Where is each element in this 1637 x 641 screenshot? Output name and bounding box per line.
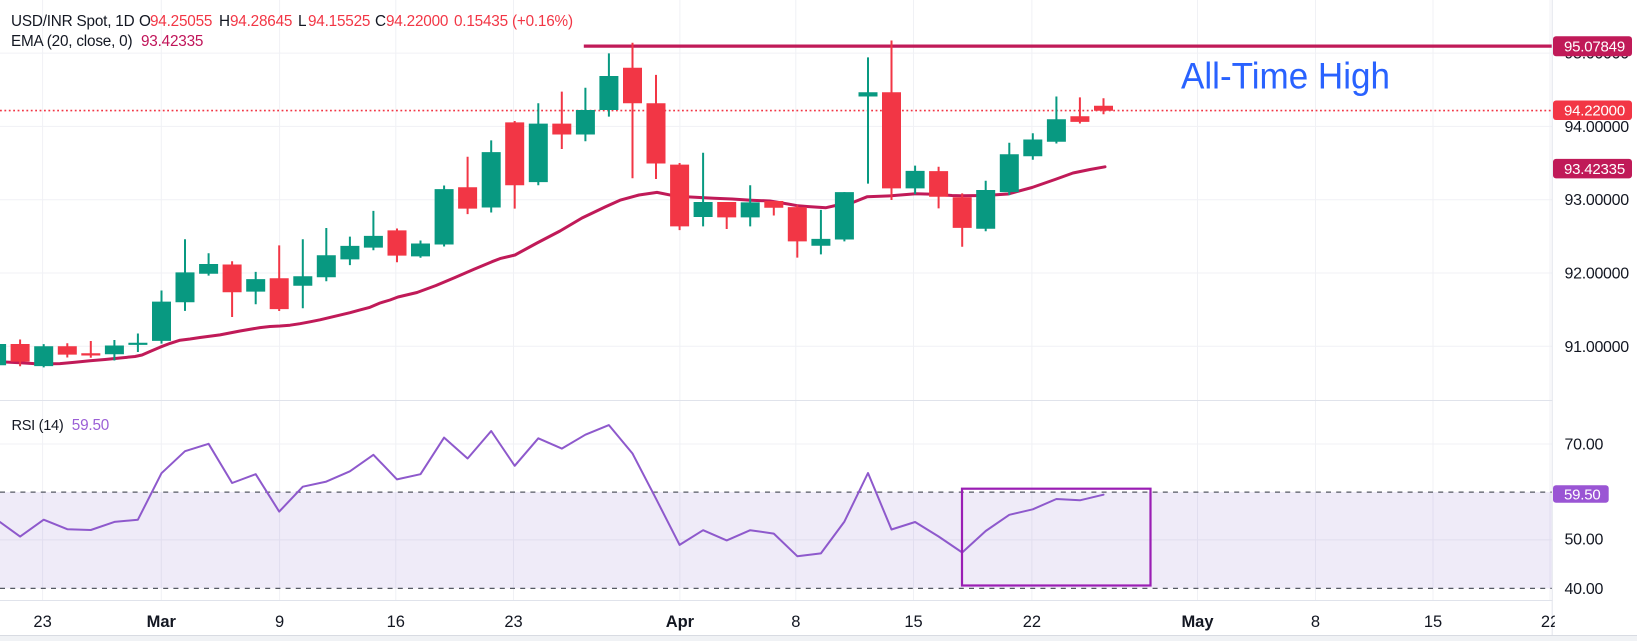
- svg-text:All-Time High: All-Time High: [1181, 55, 1390, 97]
- svg-text:L: L: [298, 13, 306, 30]
- svg-text:USD/INR Spot, 1D: USD/INR Spot, 1D: [11, 13, 135, 30]
- svg-text:23: 23: [504, 613, 522, 631]
- svg-text:70.00: 70.00: [1565, 437, 1604, 454]
- svg-text:8: 8: [791, 613, 800, 631]
- svg-text:91.00000: 91.00000: [1565, 339, 1630, 356]
- svg-text:59.50: 59.50: [72, 417, 109, 434]
- svg-text:94.22000: 94.22000: [386, 13, 448, 30]
- svg-text:C: C: [375, 13, 386, 30]
- svg-text:EMA (20, close, 0): EMA (20, close, 0): [11, 33, 132, 50]
- svg-text:9: 9: [275, 613, 284, 631]
- svg-text:50.00: 50.00: [1565, 532, 1604, 549]
- svg-text:22: 22: [1023, 613, 1041, 631]
- svg-text:94.15525: 94.15525: [308, 13, 370, 30]
- svg-text:93.00000: 93.00000: [1565, 192, 1630, 209]
- svg-text:93.42335: 93.42335: [1564, 161, 1625, 178]
- svg-text:15: 15: [904, 613, 922, 631]
- svg-text:95.07849: 95.07849: [1564, 39, 1625, 56]
- svg-text:23: 23: [33, 613, 51, 631]
- svg-text:Apr: Apr: [666, 613, 695, 631]
- svg-text:59.50: 59.50: [1564, 486, 1601, 503]
- svg-text:Mar: Mar: [147, 613, 177, 631]
- svg-text:0.15435 (+0.16%): 0.15435 (+0.16%): [454, 13, 573, 30]
- svg-text:92.00000: 92.00000: [1565, 266, 1630, 283]
- svg-text:22: 22: [1541, 613, 1559, 631]
- svg-text:15: 15: [1424, 613, 1442, 631]
- svg-text:May: May: [1181, 613, 1214, 631]
- svg-text:O: O: [139, 13, 151, 30]
- svg-text:8: 8: [1311, 613, 1320, 631]
- svg-text:RSI (14): RSI (14): [12, 418, 64, 434]
- svg-text:94.25055: 94.25055: [150, 13, 212, 30]
- svg-text:94.28645: 94.28645: [230, 13, 292, 30]
- svg-text:94.00000: 94.00000: [1565, 119, 1630, 136]
- svg-text:H: H: [219, 13, 230, 30]
- svg-text:94.22000: 94.22000: [1564, 103, 1625, 120]
- svg-text:40.00: 40.00: [1565, 581, 1604, 598]
- svg-text:93.42335: 93.42335: [141, 33, 203, 50]
- svg-text:16: 16: [387, 613, 405, 631]
